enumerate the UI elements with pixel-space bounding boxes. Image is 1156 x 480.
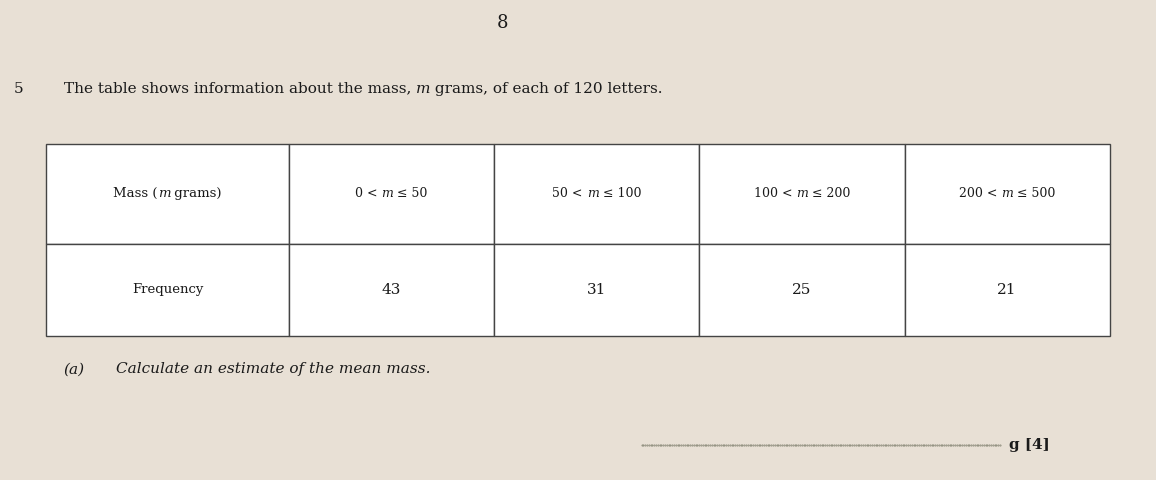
Text: 5: 5	[14, 82, 23, 96]
Text: 21: 21	[998, 283, 1017, 297]
Text: 0 <: 0 <	[355, 187, 381, 201]
Text: m: m	[157, 187, 170, 201]
Text: 8: 8	[497, 14, 509, 33]
Text: m: m	[796, 187, 808, 201]
Text: The table shows information about the mass,: The table shows information about the ma…	[64, 82, 416, 96]
Text: ≤ 200: ≤ 200	[808, 187, 851, 201]
Text: 50 <: 50 <	[553, 187, 586, 201]
Text: grams): grams)	[170, 187, 222, 201]
Text: 200 <: 200 <	[958, 187, 1001, 201]
Text: m: m	[1001, 187, 1013, 201]
Text: 25: 25	[792, 283, 812, 297]
Text: m: m	[381, 187, 393, 201]
Text: g [4]: g [4]	[1009, 438, 1050, 453]
Text: Calculate an estimate of the mean mass.: Calculate an estimate of the mean mass.	[116, 362, 430, 376]
Text: Frequency: Frequency	[132, 283, 203, 297]
Text: ≤ 500: ≤ 500	[1013, 187, 1055, 201]
Text: 100 <: 100 <	[754, 187, 796, 201]
Text: (a): (a)	[64, 362, 84, 376]
Text: 43: 43	[381, 283, 401, 297]
Text: m: m	[416, 82, 430, 96]
Text: ≤ 50: ≤ 50	[393, 187, 428, 201]
Text: Mass (: Mass (	[113, 187, 157, 201]
Text: ≤ 100: ≤ 100	[599, 187, 642, 201]
Text: m: m	[586, 187, 599, 201]
Text: 31: 31	[587, 283, 607, 297]
Text: grams, of each of 120 letters.: grams, of each of 120 letters.	[430, 82, 662, 96]
